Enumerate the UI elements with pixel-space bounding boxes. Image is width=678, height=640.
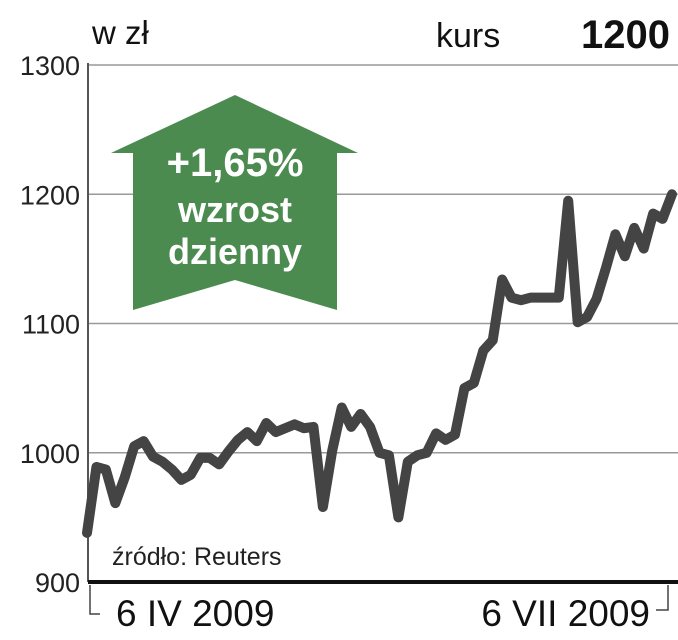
y-tick-label: 1100 [22,310,80,340]
x-tick-label: 6 IV 2009 [116,593,274,634]
badge-line1: wzrost [177,189,292,230]
badge-change: +1,65% [167,141,304,185]
x-bracket-left [89,585,100,615]
up-arrow-icon [111,95,358,310]
kurs-label: kurs [436,17,500,55]
y-tick-label: 1300 [20,51,80,81]
source-label: źródło: Reuters [112,543,282,571]
y-tick-label: 900 [35,568,80,598]
x-tick-label: 6 VII 2009 [481,593,650,634]
badge-line2: dzienny [168,231,302,272]
y-tick-label: 1000 [20,439,80,469]
x-bracket-right [656,585,669,611]
unit-label: w zł [91,14,150,51]
kurs-value: 1200 [581,13,670,57]
y-tick-label: 1200 [20,180,80,210]
